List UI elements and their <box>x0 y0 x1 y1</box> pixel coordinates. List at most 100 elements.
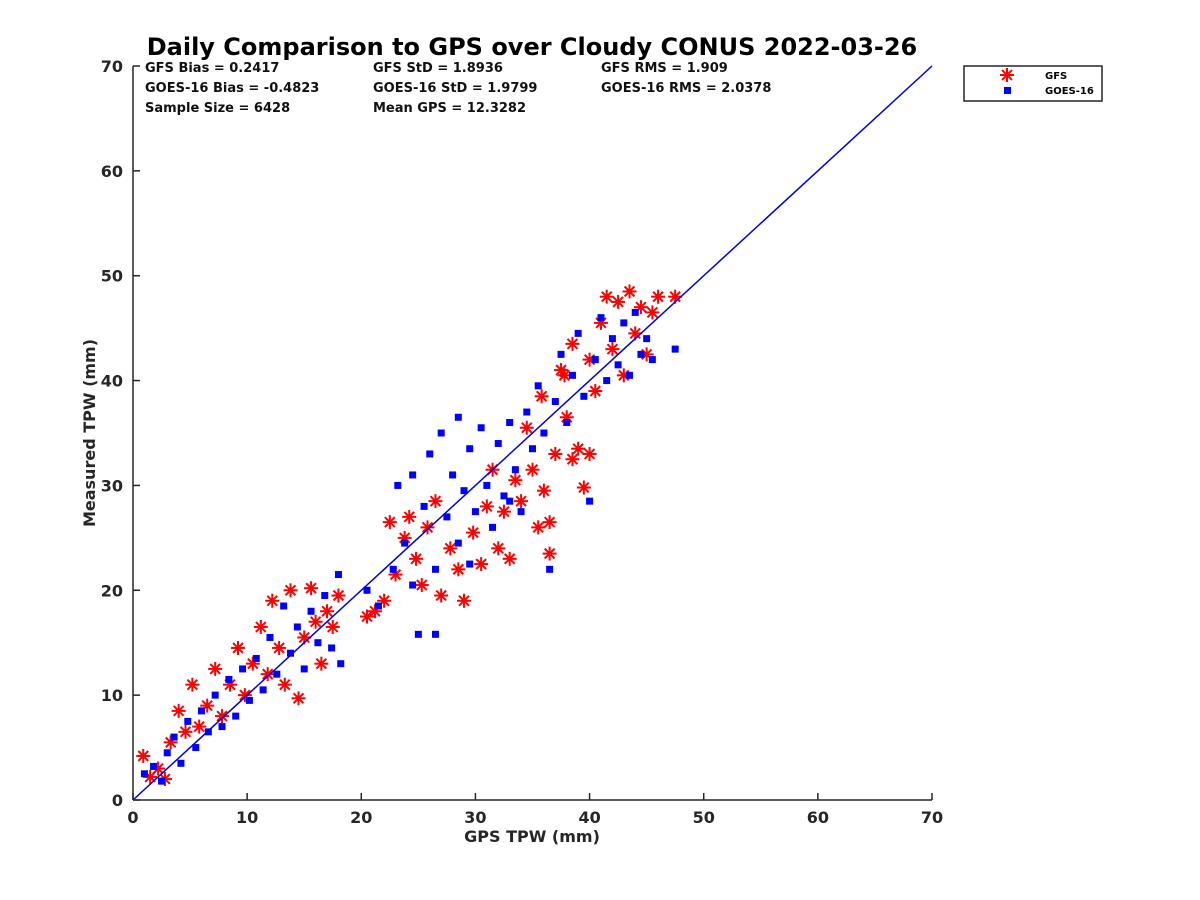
gfs-point <box>645 305 660 320</box>
goes16-point <box>540 429 548 437</box>
gfs-point <box>548 446 563 461</box>
gfs-point <box>534 389 549 404</box>
goes16-point <box>204 728 212 736</box>
goes16-point <box>280 602 288 610</box>
y-tick-label: 70 <box>101 57 123 76</box>
gfs-point <box>514 494 529 509</box>
goes16-point <box>409 471 417 479</box>
goes16-point <box>150 762 158 770</box>
gfs-point <box>588 384 603 399</box>
gfs-point <box>291 691 306 706</box>
gfs-point <box>576 480 591 495</box>
goes16-point <box>394 481 402 489</box>
gfs-point <box>443 541 458 556</box>
gfs-point <box>409 551 424 566</box>
goes16-point <box>431 630 439 638</box>
gfs-point <box>496 504 511 519</box>
gfs-point <box>331 588 346 603</box>
goes16-point <box>597 314 605 322</box>
goes16-point <box>426 450 434 458</box>
goes16-point <box>471 508 479 516</box>
gfs-point <box>304 581 319 596</box>
goes16-point <box>334 571 342 579</box>
gfs-point <box>402 509 417 524</box>
y-tick-label: 40 <box>101 372 123 391</box>
goes16-point <box>643 335 651 343</box>
gfs-point <box>178 724 193 739</box>
goes16-point <box>307 607 315 615</box>
gfs-point <box>171 703 186 718</box>
gfs-point <box>428 494 443 509</box>
goes16-point <box>300 665 308 673</box>
goes16-point <box>170 733 178 741</box>
gfs-point <box>519 420 534 435</box>
stat-text: GOES-16 RMS = 2.0378 <box>601 81 771 96</box>
gfs-point <box>359 609 374 624</box>
goes16-point <box>517 508 525 516</box>
goes16-point <box>389 565 397 573</box>
goes16-point <box>184 717 192 725</box>
gfs-point <box>622 284 637 299</box>
gfs-point <box>502 551 517 566</box>
x-axis-label: GPS TPW (mm) <box>464 827 600 846</box>
stat-text: Mean GPS = 12.3282 <box>373 101 526 116</box>
stat-text: GOES-16 Bias = -0.4823 <box>145 81 319 96</box>
goes16-point <box>460 487 468 495</box>
gfs-point <box>253 619 268 634</box>
goes16-point <box>273 670 281 678</box>
goes16-point <box>239 665 247 673</box>
goes16-point <box>163 749 171 757</box>
goes16-point <box>420 502 428 510</box>
goes16-point <box>328 644 336 652</box>
y-axis-label: Measured TPW (mm) <box>80 339 99 527</box>
goes16-point <box>158 777 166 785</box>
stat-text: GFS StD = 1.8936 <box>373 61 503 76</box>
gfs-point <box>382 515 397 530</box>
x-tick-label: 0 <box>127 808 138 827</box>
gfs-point <box>508 473 523 488</box>
goes16-point <box>506 419 514 427</box>
gfs-point <box>215 709 230 724</box>
legend-box <box>963 65 1103 102</box>
y-ticks: 0 10 20 30 40 50 60 70 <box>101 57 140 810</box>
goes16-point <box>574 329 582 337</box>
gfs-point <box>611 294 626 309</box>
goes16-point <box>252 654 260 662</box>
gfs-point <box>542 546 557 561</box>
gfs-point <box>136 748 151 763</box>
goes16-point <box>314 639 322 647</box>
goes16-point <box>568 371 576 379</box>
goes16-point <box>293 623 301 631</box>
goes16-point <box>287 649 295 657</box>
goes16-point <box>620 319 628 327</box>
gfs-point <box>491 541 506 556</box>
x-ticks: 0 10 20 30 40 50 60 70 <box>127 793 943 827</box>
gfs-point <box>434 588 449 603</box>
goes16-point <box>443 513 451 521</box>
gfs-point <box>582 446 597 461</box>
goes16-point <box>437 429 445 437</box>
gfs-point <box>185 677 200 692</box>
goes16-point <box>648 356 656 364</box>
goes16-point <box>500 492 508 500</box>
chart-title: Daily Comparison to GPS over Cloudy CONU… <box>147 33 918 61</box>
goes16-point <box>671 345 679 353</box>
goes16-point <box>614 361 622 369</box>
goes16-point <box>177 759 185 767</box>
x-tick-label: 70 <box>921 808 943 827</box>
legend-gfs-label: GFS <box>1045 71 1067 82</box>
x-tick-label: 40 <box>578 808 600 827</box>
gfs-point <box>457 593 472 608</box>
goes16-point <box>489 523 497 531</box>
goes16-point <box>534 382 542 390</box>
gfs-point <box>565 336 580 351</box>
legend-goes-label: GOES-16 <box>1045 86 1094 97</box>
y-tick-label: 20 <box>101 581 123 600</box>
goes16-point <box>266 633 274 641</box>
gfs-point <box>237 688 252 703</box>
goes16-point <box>192 744 200 752</box>
gfs-point <box>536 483 551 498</box>
gfs-point <box>314 656 329 671</box>
gfs-point <box>272 640 287 655</box>
axes <box>132 66 932 801</box>
